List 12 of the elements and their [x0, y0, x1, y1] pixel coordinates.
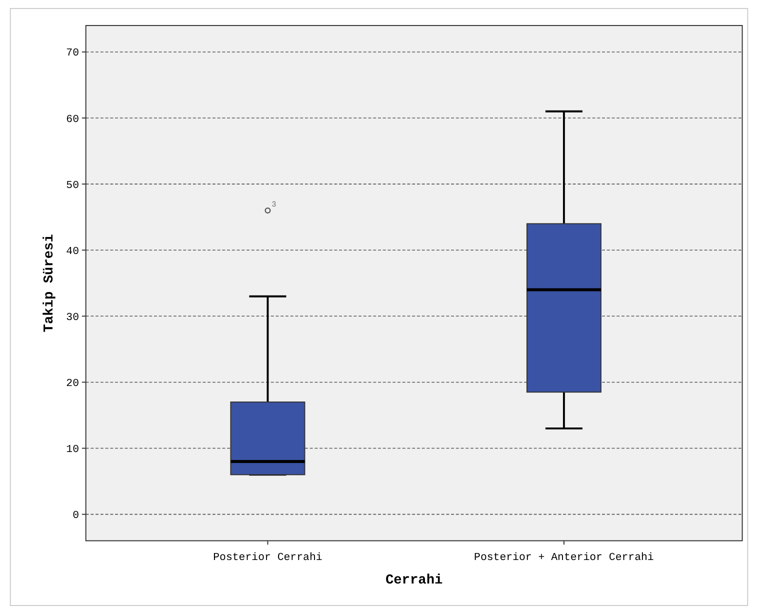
y-tick-label: 70 — [66, 48, 80, 60]
x-tick-label: Posterior Cerrahi — [213, 552, 322, 564]
y-axis-title: Takip Süresi — [42, 234, 58, 332]
x-tick-label: Posterior + Anterior Cerrahi — [474, 552, 654, 564]
y-tick-label: 20 — [66, 378, 80, 390]
y-tick-label: 60 — [66, 114, 80, 126]
y-tick-label: 10 — [66, 444, 80, 456]
y-tick-label: 50 — [66, 180, 80, 192]
y-tick-label: 0 — [72, 510, 80, 522]
y-tick-label: 40 — [66, 246, 80, 258]
y-tick-label: 30 — [66, 312, 80, 324]
x-axis-title: Cerrahi — [385, 574, 443, 589]
